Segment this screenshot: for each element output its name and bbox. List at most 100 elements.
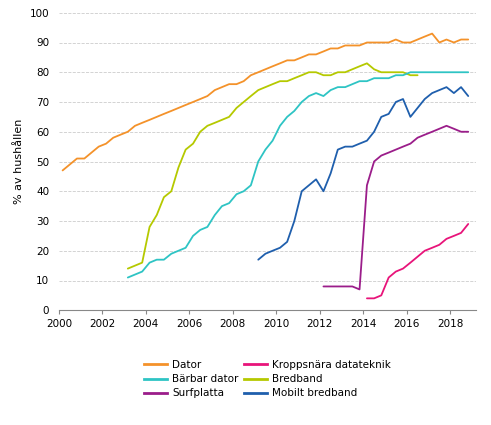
Bredband bbox=[342, 70, 348, 75]
Mobilt bredband bbox=[443, 85, 449, 90]
Mobilt bredband bbox=[400, 96, 406, 102]
Bärbar dator bbox=[299, 99, 305, 105]
Surfplatta bbox=[422, 132, 428, 137]
Kroppsnära datateknik bbox=[451, 233, 457, 238]
Bredband bbox=[204, 123, 210, 128]
Surfplatta bbox=[451, 126, 457, 131]
Mobilt bredband bbox=[436, 88, 442, 93]
Kroppsnära datateknik bbox=[414, 254, 420, 259]
Surfplatta bbox=[436, 126, 442, 131]
Surfplatta bbox=[350, 284, 355, 289]
Surfplatta bbox=[321, 284, 327, 289]
Surfplatta bbox=[364, 183, 370, 188]
Bärbar dator bbox=[327, 88, 333, 93]
Surfplatta bbox=[356, 287, 362, 292]
Bärbar dator bbox=[219, 204, 225, 209]
Mobilt bredband bbox=[291, 218, 297, 224]
Bärbar dator bbox=[386, 76, 392, 81]
Bredband bbox=[321, 73, 327, 78]
Bärbar dator bbox=[132, 272, 138, 277]
Bredband bbox=[277, 79, 283, 84]
Bredband bbox=[393, 70, 399, 75]
Bredband bbox=[212, 120, 218, 125]
Bärbar dator bbox=[125, 275, 131, 280]
Bärbar dator bbox=[429, 70, 435, 75]
Surfplatta bbox=[408, 141, 413, 146]
Bärbar dator bbox=[335, 85, 341, 90]
Bärbar dator bbox=[400, 73, 406, 78]
Mobilt bredband bbox=[342, 144, 348, 149]
Bredband bbox=[139, 260, 145, 265]
Kroppsnära datateknik bbox=[465, 221, 471, 227]
Mobilt bredband bbox=[465, 94, 471, 99]
Bredband bbox=[132, 263, 138, 268]
Bredband bbox=[168, 189, 174, 194]
Line: Mobilt bredband: Mobilt bredband bbox=[258, 87, 468, 260]
Mobilt bredband bbox=[255, 257, 261, 262]
Dator bbox=[234, 82, 240, 87]
Bredband bbox=[414, 73, 420, 78]
Bredband bbox=[234, 105, 240, 111]
Bärbar dator bbox=[255, 159, 261, 164]
Line: Dator: Dator bbox=[63, 34, 468, 170]
Line: Bredband: Bredband bbox=[128, 63, 417, 269]
Kroppsnära datateknik bbox=[422, 248, 428, 253]
Legend: Dator, Bärbar dator, Surfplatta, Kroppsnära datateknik, Bredband, Mobilt bredban: Dator, Bärbar dator, Surfplatta, Kroppsn… bbox=[144, 360, 391, 398]
Line: Bärbar dator: Bärbar dator bbox=[128, 72, 468, 278]
Bredband bbox=[241, 99, 246, 105]
Surfplatta bbox=[386, 150, 392, 155]
Bärbar dator bbox=[204, 224, 210, 230]
Line: Kroppsnära datateknik: Kroppsnära datateknik bbox=[367, 224, 468, 298]
Bärbar dator bbox=[284, 114, 290, 119]
Kroppsnära datateknik bbox=[371, 296, 377, 301]
Kroppsnära datateknik bbox=[436, 242, 442, 247]
Kroppsnära datateknik bbox=[429, 245, 435, 250]
Bärbar dator bbox=[306, 94, 312, 99]
Dator bbox=[342, 43, 348, 48]
Mobilt bredband bbox=[422, 96, 428, 102]
Mobilt bredband bbox=[393, 99, 399, 105]
Y-axis label: % av hushållen: % av hushållen bbox=[14, 119, 24, 204]
Bredband bbox=[350, 67, 355, 72]
Surfplatta bbox=[393, 147, 399, 152]
Bärbar dator bbox=[139, 269, 145, 274]
Kroppsnära datateknik bbox=[443, 236, 449, 241]
Bärbar dator bbox=[234, 192, 240, 197]
Bredband bbox=[183, 147, 189, 152]
Mobilt bredband bbox=[335, 147, 341, 152]
Bredband bbox=[161, 195, 167, 200]
Surfplatta bbox=[429, 129, 435, 134]
Bredband bbox=[263, 85, 269, 90]
Bredband bbox=[313, 70, 319, 75]
Mobilt bredband bbox=[414, 105, 420, 111]
Kroppsnära datateknik bbox=[400, 266, 406, 271]
Mobilt bredband bbox=[327, 171, 333, 176]
Bredband bbox=[379, 70, 384, 75]
Bredband bbox=[219, 117, 225, 122]
Surfplatta bbox=[458, 129, 464, 134]
Bärbar dator bbox=[342, 85, 348, 90]
Kroppsnära datateknik bbox=[364, 296, 370, 301]
Bärbar dator bbox=[190, 233, 196, 238]
Bärbar dator bbox=[147, 260, 153, 265]
Mobilt bredband bbox=[270, 248, 275, 253]
Bredband bbox=[197, 129, 203, 134]
Mobilt bredband bbox=[429, 91, 435, 96]
Bärbar dator bbox=[313, 91, 319, 96]
Mobilt bredband bbox=[356, 141, 362, 146]
Mobilt bredband bbox=[408, 114, 413, 119]
Mobilt bredband bbox=[451, 91, 457, 96]
Bredband bbox=[255, 88, 261, 93]
Bärbar dator bbox=[379, 76, 384, 81]
Dator bbox=[465, 37, 471, 42]
Line: Surfplatta: Surfplatta bbox=[324, 126, 468, 289]
Bärbar dator bbox=[270, 138, 275, 143]
Mobilt bredband bbox=[458, 85, 464, 90]
Surfplatta bbox=[443, 123, 449, 128]
Bärbar dator bbox=[168, 251, 174, 256]
Bärbar dator bbox=[371, 76, 377, 81]
Bärbar dator bbox=[263, 147, 269, 152]
Surfplatta bbox=[342, 284, 348, 289]
Dator bbox=[74, 156, 80, 161]
Mobilt bredband bbox=[371, 129, 377, 134]
